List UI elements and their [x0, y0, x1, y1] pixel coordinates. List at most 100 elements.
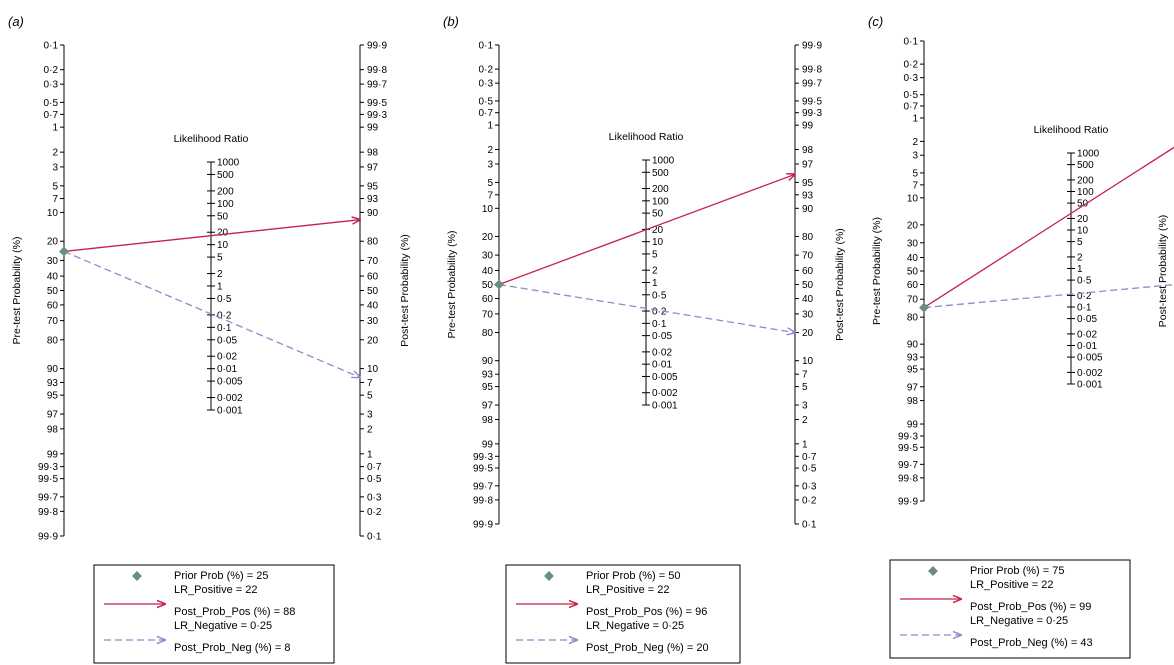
pre-test-tick-label: 30	[47, 256, 59, 267]
legend-prior-text: Prior Prob (%) = 75	[970, 565, 1064, 577]
pre-test-tick-label: 3	[52, 162, 58, 173]
post-test-tick-label: 0·3	[802, 481, 817, 492]
pre-test-tick-label: 99·8	[473, 495, 493, 506]
lr-tick-label: 0·01	[1077, 341, 1097, 352]
pre-test-tick-label: 99·8	[898, 473, 918, 484]
lr-tick-label: 0·2	[1077, 291, 1092, 302]
post-test-tick-label: 95	[802, 178, 814, 189]
lr-tick-label: 0·2	[652, 307, 667, 318]
post-test-tick-label: 99·8	[802, 65, 822, 76]
post-test-tick-label: 97	[802, 159, 814, 170]
pre-test-tick-label: 99·5	[473, 464, 493, 475]
post-test-tick-label: 95	[367, 181, 379, 192]
pre-test-tick-label: 97	[47, 410, 59, 421]
lr-tick-label: 20	[652, 225, 664, 236]
post-test-tick-label: 0·5	[802, 464, 817, 475]
pre-test-tick-label: 99	[907, 420, 919, 431]
post-test-tick-label: 0·1	[367, 532, 382, 543]
legend: Prior Prob (%) = 25 LR_Positive = 22 Post_…	[93, 564, 335, 664]
pre-test-tick-label: 95	[482, 382, 494, 393]
pre-test-tick-label: 99·9	[898, 497, 918, 508]
post-test-tick-label: 99·7	[802, 79, 822, 90]
post-test-tick-label: 50	[367, 286, 379, 297]
pre-test-tick-label: 50	[482, 280, 494, 291]
lr-tick-label: 0·001	[1077, 380, 1103, 391]
pre-test-tick-label: 3	[912, 151, 918, 162]
legend-prior-marker	[544, 571, 554, 581]
pre-test-tick-label: 0·7	[904, 102, 919, 113]
post-test-tick-label: 70	[367, 256, 379, 267]
lr-tick-label: 5	[1077, 237, 1083, 248]
post-test-tick-label: 7	[802, 370, 808, 381]
panel-label: (c)	[868, 14, 883, 29]
pre-test-tick-label: 10	[47, 208, 59, 219]
lr-tick-label: 20	[217, 228, 229, 239]
pre-test-tick-label: 5	[487, 178, 493, 189]
post-test-tick-label: 99	[367, 123, 379, 134]
pre-test-tick-label: 0·3	[904, 73, 919, 84]
post-test-tick-label: 0·7	[802, 452, 817, 463]
pre-test-tick-label: 70	[482, 309, 494, 320]
pre-test-tick-label: 0·3	[44, 80, 59, 91]
negative-lr-line	[498, 283, 795, 333]
lr-axis-label: Likelihood Ratio	[1034, 124, 1109, 136]
pre-test-tick-label: 60	[482, 294, 494, 305]
legend: Prior Prob (%) = 75 LR_Positive = 22 Post_…	[889, 559, 1131, 659]
lr-tick-label: 10	[217, 240, 229, 251]
pre-test-tick-label: 99·5	[38, 474, 58, 485]
post-test-tick-label: 97	[367, 162, 379, 173]
pre-test-tick-label: 0·3	[479, 79, 494, 90]
pre-test-tick-label: 70	[907, 295, 919, 306]
pre-test-tick-label: 40	[907, 253, 919, 264]
legend-post-pos-text: Post_Prob_Pos (%) = 96	[586, 606, 707, 618]
pre-test-tick-label: 7	[52, 194, 58, 205]
pre-test-tick-label: 97	[482, 401, 494, 412]
post-test-tick-label: 0·2	[367, 507, 382, 518]
lr-tick-label: 0·02	[1077, 329, 1097, 340]
pre-test-tick-label: 99·5	[898, 443, 918, 454]
post-test-tick-label: 99·9	[802, 41, 822, 52]
pre-test-tick-label: 0·1	[44, 41, 59, 52]
legend-post-pos-text: Post_Prob_Pos (%) = 99	[970, 601, 1091, 613]
lr-tick-label: 200	[652, 184, 669, 195]
pre-test-tick-label: 98	[47, 424, 59, 435]
lr-tick-label: 500	[652, 168, 669, 179]
post-test-tick-label: 40	[367, 300, 379, 311]
pre-test-tick-label: 80	[482, 328, 494, 339]
pre-test-tick-label: 93	[482, 370, 494, 381]
lr-tick-label: 200	[1077, 175, 1094, 186]
lr-tick-label: 20	[1077, 214, 1089, 225]
lr-tick-label: 0·2	[217, 310, 232, 321]
pre-test-tick-label: 0·5	[479, 96, 494, 107]
lr-tick-label: 100	[652, 196, 669, 207]
post-test-tick-label: 99·5	[802, 96, 822, 107]
legend-box	[505, 564, 741, 664]
pre-test-tick-label: 60	[907, 280, 919, 291]
pre-test-tick-label: 95	[47, 391, 59, 402]
lr-tick-label: 0·002	[652, 388, 678, 399]
pre-test-tick-label: 5	[52, 181, 58, 192]
pre-test-tick-label: 98	[907, 396, 919, 407]
post-test-tick-label: 5	[802, 382, 808, 393]
lr-tick-label: 5	[217, 253, 223, 264]
lr-tick-label: 100	[1077, 187, 1094, 198]
pre-test-tick-label: 0·1	[904, 37, 919, 48]
negative-lr-line	[63, 250, 360, 377]
legend-prior-marker	[928, 566, 938, 576]
lr-tick-label: 0·05	[1077, 314, 1097, 325]
lr-tick-label: 100	[217, 199, 234, 210]
pre-test-tick-label: 0·1	[479, 41, 494, 52]
post-test-tick-label: 2	[802, 415, 808, 426]
legend-post-neg-text: Post_Prob_Neg (%) = 43	[970, 637, 1093, 649]
post-test-tick-label: 10	[367, 364, 379, 375]
positive-lr-line	[63, 220, 360, 253]
pre-test-tick-label: 0·2	[479, 65, 494, 76]
lr-tick-label: 0·001	[652, 401, 678, 412]
post-test-tick-label: 50	[802, 280, 814, 291]
legend: Prior Prob (%) = 50 LR_Positive = 22 Post_…	[505, 564, 741, 664]
legend-prior-text: Prior Prob (%) = 50	[586, 570, 680, 582]
pre-test-tick-label: 30	[482, 251, 494, 262]
pre-test-tick-label: 1	[487, 121, 493, 132]
post-test-tick-label: 80	[367, 237, 379, 248]
